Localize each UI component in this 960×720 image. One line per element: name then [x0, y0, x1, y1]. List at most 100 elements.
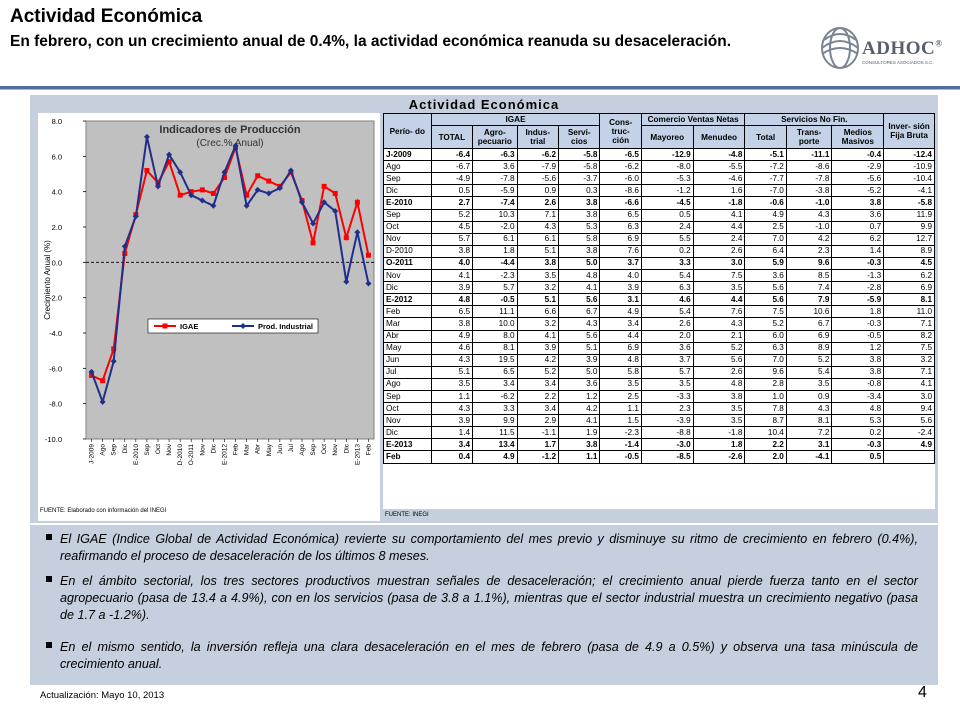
- value-cell: -6.2: [472, 389, 518, 404]
- value-cell: 11.9: [883, 208, 935, 222]
- value-cell: 4.8: [831, 402, 885, 416]
- value-cell: 3.9: [599, 281, 642, 295]
- value-cell: 4.4: [692, 220, 746, 234]
- x-tick-label: Oct: [321, 444, 328, 454]
- value-cell: 4.3: [516, 220, 560, 234]
- y-tick-label: -10.0: [45, 435, 62, 444]
- subheader-cell: Menudeo: [692, 125, 746, 150]
- value-cell: 5.3: [557, 220, 601, 234]
- value-cell: 3.1: [599, 293, 642, 307]
- value-cell: 6.1: [472, 232, 518, 246]
- period-cell: Oct: [383, 402, 432, 416]
- value-cell: 5.2: [785, 353, 833, 367]
- value-cell: 7.5: [692, 269, 746, 283]
- legend-label: Prod. Industrial: [258, 322, 313, 331]
- value-cell: 4.8: [692, 377, 746, 391]
- value-cell: 6.2: [831, 232, 885, 246]
- value-cell: 3.0: [692, 256, 746, 271]
- table-row: Mar 3.8 10.0 3.2 4.3 3.4 2.6 4.3 5.2 6.7 -0.3 7.1: [383, 317, 935, 331]
- value-cell: 2.1: [692, 329, 746, 343]
- value-cell: 2.8: [744, 377, 787, 391]
- table-row: Jul 5.1 6.5 5.2 5.0 5.8 5.7 2.6 9.6 5.4 3.8 7.1: [383, 365, 935, 379]
- legend-label: IGAE: [180, 322, 198, 331]
- value-cell: 8.1: [785, 414, 833, 428]
- header-construccion: Cons- truc- ción: [599, 112, 642, 150]
- data-point-industrial: [265, 190, 272, 197]
- value-cell: 5.4: [785, 365, 833, 379]
- value-cell: 4.1: [883, 377, 935, 391]
- x-tick-label: E-2010: [133, 444, 140, 465]
- table-row: Dic 3.9 5.7 3.2 4.1 3.9 6.3 3.5 5.6 7.4 -2.8 6.9: [383, 281, 935, 295]
- chart-subtitle: (Crec.% Anual): [196, 138, 263, 149]
- data-point-industrial: [177, 169, 184, 176]
- chart-source: FUENTE: Elaborado con información del IN…: [40, 508, 167, 514]
- value-cell: 3.8: [831, 196, 885, 210]
- subheader-cell: Trans- porte: [785, 125, 833, 150]
- value-cell: 8.7: [744, 414, 787, 428]
- value-cell: -5.6: [516, 172, 560, 186]
- value-cell: 0.3: [557, 184, 601, 198]
- value-cell: -4.5: [640, 196, 694, 210]
- value-cell: -0.3: [831, 317, 885, 331]
- value-cell: 5.7: [430, 232, 474, 246]
- logo-tagline: CONSULTORES ASOCIADOS S.C.: [862, 60, 934, 65]
- table-row: Feb 6.5 11.1 6.6 6.7 4.9 5.4 7.6 7.5 10.6 1.8 11.0: [383, 305, 935, 319]
- y-tick-label: 4.0: [52, 188, 62, 197]
- value-cell: 3.3: [640, 256, 694, 271]
- value-cell: 4.9: [744, 208, 787, 222]
- subheader-cell: Indus- trial: [516, 125, 560, 150]
- value-cell: 3.2: [516, 317, 560, 331]
- value-cell: -6.2: [599, 160, 642, 174]
- logo-globe-icon: [821, 27, 859, 69]
- value-cell: 1.6: [692, 184, 746, 198]
- table-row: Sep 1.1 -6.2 2.2 1.2 2.5 -3.3 3.8 1.0 0.9 -3.4 3.0: [383, 389, 935, 404]
- value-cell: 7.0: [744, 232, 787, 246]
- value-cell: 9.4: [883, 402, 935, 416]
- value-cell: 1.8: [831, 305, 885, 319]
- x-tick-label: Feb: [233, 444, 240, 456]
- value-cell: 3.5: [692, 402, 746, 416]
- value-cell: 5.1: [557, 341, 601, 355]
- value-cell: 4.1: [692, 208, 746, 222]
- value-cell: 8.9: [883, 244, 935, 258]
- value-cell: 10.4: [744, 426, 787, 440]
- panel-title: Actividad Económica: [408, 97, 560, 112]
- x-tick-label: Oct: [155, 444, 162, 454]
- table-row: E-2013 3.4 13.4 1.7 3.8 -1.4 -3.0 1.8 2.2 3.1 -0.3…: [383, 438, 935, 452]
- data-point-industrial: [232, 142, 239, 149]
- period-cell: Dic: [383, 281, 432, 295]
- value-cell: 0.5: [430, 184, 474, 198]
- x-tick-label: Dic: [343, 443, 350, 453]
- data-point-industrial: [210, 202, 217, 209]
- value-cell: 4.8: [557, 269, 601, 283]
- value-cell: 9.6: [785, 256, 833, 271]
- value-cell: 5.3: [831, 414, 885, 428]
- value-cell: 6.5: [472, 365, 518, 379]
- value-cell: 6.9: [785, 329, 833, 343]
- value-cell: -7.8: [785, 172, 833, 186]
- value-cell: -7.0: [744, 184, 787, 198]
- value-cell: 5.8: [557, 232, 601, 246]
- value-cell: 3.1: [785, 438, 833, 452]
- x-tick-label: Mar: [244, 443, 251, 455]
- value-cell: 2.2: [516, 389, 560, 404]
- value-cell: 3.5: [599, 377, 642, 391]
- value-cell: 8.5: [785, 269, 833, 283]
- data-point-igae: [89, 372, 95, 378]
- value-cell: 1.9: [557, 426, 601, 440]
- period-cell: E-2013: [383, 438, 432, 452]
- value-cell: 5.6: [744, 293, 787, 307]
- value-cell: 1.4: [430, 426, 474, 440]
- data-point-igae: [255, 173, 261, 179]
- value-cell: -0.3: [831, 438, 885, 452]
- value-cell: 10.6: [785, 305, 833, 319]
- period-cell: Feb: [383, 305, 432, 319]
- data-point-igae: [244, 192, 250, 198]
- value-cell: 1.1: [430, 389, 474, 404]
- value-cell: 3.9: [430, 281, 474, 295]
- value-cell: -5.3: [640, 172, 694, 186]
- logo-wordmark: ADHOC®: [862, 38, 943, 59]
- value-cell: -5.2: [831, 184, 885, 198]
- value-cell: 5.6: [883, 414, 935, 428]
- data-point-industrial: [365, 280, 372, 287]
